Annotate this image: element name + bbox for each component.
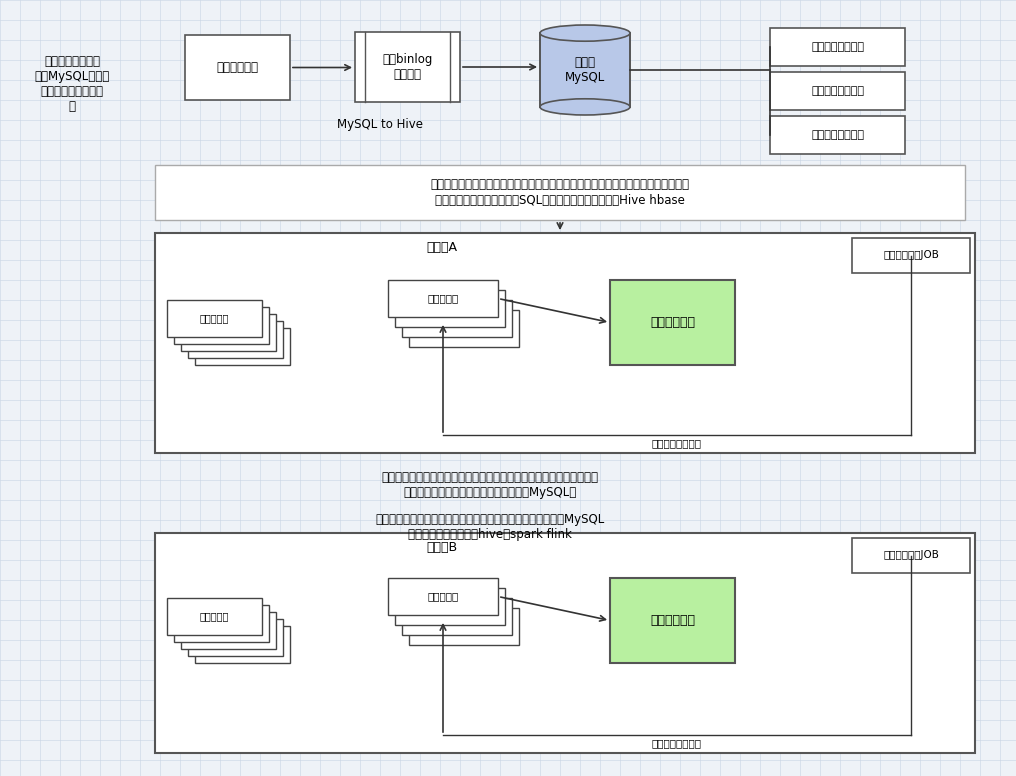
Text: 对于线下库而言，我们主要做的是离线数据分析，所以不需要保证多么高的实时性。
往往线下分析会有一些复杂SQL，或者我们直接用的就是Hive hbase: 对于线下库而言，我们主要做的是离线数据分析，所以不需要保证多么高的实时性。 往往… [431, 178, 690, 206]
Text: 分析的结果表: 分析的结果表 [650, 316, 695, 329]
FancyBboxPatch shape [355, 32, 460, 102]
FancyBboxPatch shape [395, 290, 505, 327]
Bar [539, 33, 630, 107]
Text: 线下库B: 线下库B [427, 541, 457, 554]
Text: 实时binlog
订阅系统: 实时binlog 订阅系统 [382, 53, 433, 81]
Text: 数据统计表: 数据统计表 [200, 611, 230, 622]
Text: 离线数据分析场景
基于MySQL做一个
离线统计的持久化设
施: 离线数据分析场景 基于MySQL做一个 离线统计的持久化设 施 [35, 55, 110, 113]
FancyBboxPatch shape [770, 116, 905, 154]
Ellipse shape [539, 99, 630, 115]
Ellipse shape [539, 25, 630, 41]
Text: 异步数据清理JOB: 异步数据清理JOB [883, 251, 939, 261]
FancyBboxPatch shape [188, 619, 283, 656]
FancyBboxPatch shape [155, 165, 965, 220]
Text: 线下库
MySQL: 线下库 MySQL [565, 56, 606, 84]
FancyBboxPatch shape [852, 238, 970, 273]
Text: MySQL to Hive: MySQL to Hive [337, 118, 423, 131]
FancyBboxPatch shape [409, 608, 519, 645]
FancyBboxPatch shape [388, 280, 498, 317]
Text: 离线数据分析系统: 离线数据分析系统 [811, 42, 864, 52]
Text: 定时触发清理任务: 定时触发清理任务 [652, 438, 702, 448]
FancyBboxPatch shape [181, 612, 276, 649]
FancyBboxPatch shape [188, 321, 283, 358]
FancyBboxPatch shape [174, 307, 269, 344]
Text: 离线数据分析系统: 离线数据分析系统 [811, 130, 864, 140]
Text: 如果我们的数据量大到不支持我们这么玩的话，直接考虑不用MySQL
的分库分表了，直接用hive，spark flink: 如果我们的数据量大到不支持我们这么玩的话，直接考虑不用MySQL 的分库分表了，… [375, 513, 605, 541]
FancyBboxPatch shape [195, 328, 290, 365]
Text: 分析的结果表: 分析的结果表 [650, 614, 695, 627]
FancyBboxPatch shape [610, 280, 735, 365]
Text: 定时触发清理任务: 定时触发清理任务 [652, 738, 702, 748]
FancyBboxPatch shape [770, 72, 905, 110]
FancyBboxPatch shape [195, 626, 290, 663]
Text: 异步数据清理JOB: 异步数据清理JOB [883, 550, 939, 560]
Text: 如果我们是针对表做分片的处理，当所有的任务处理完，之后，我们势
必会导入结果到一个专门的地方，比方说MySQL表: 如果我们是针对表做分片的处理，当所有的任务处理完，之后，我们势 必会导入结果到一… [381, 471, 598, 499]
Text: 离线数据分析系统: 离线数据分析系统 [811, 86, 864, 96]
FancyBboxPatch shape [185, 35, 290, 100]
Text: 数据统计表: 数据统计表 [428, 591, 458, 601]
Text: 线上实时数据: 线上实时数据 [216, 61, 258, 74]
Text: 数据统计表: 数据统计表 [200, 314, 230, 324]
FancyBboxPatch shape [167, 300, 262, 337]
Text: 数据统计表: 数据统计表 [428, 293, 458, 303]
FancyBboxPatch shape [409, 310, 519, 347]
FancyBboxPatch shape [852, 538, 970, 573]
FancyBboxPatch shape [388, 578, 498, 615]
FancyBboxPatch shape [402, 300, 512, 337]
FancyBboxPatch shape [395, 588, 505, 625]
FancyBboxPatch shape [402, 598, 512, 635]
FancyBboxPatch shape [770, 28, 905, 66]
FancyBboxPatch shape [174, 605, 269, 642]
Text: 线下库A: 线下库A [427, 241, 457, 254]
FancyBboxPatch shape [155, 533, 975, 753]
FancyBboxPatch shape [155, 233, 975, 453]
FancyBboxPatch shape [610, 578, 735, 663]
FancyBboxPatch shape [167, 598, 262, 635]
FancyBboxPatch shape [181, 314, 276, 351]
